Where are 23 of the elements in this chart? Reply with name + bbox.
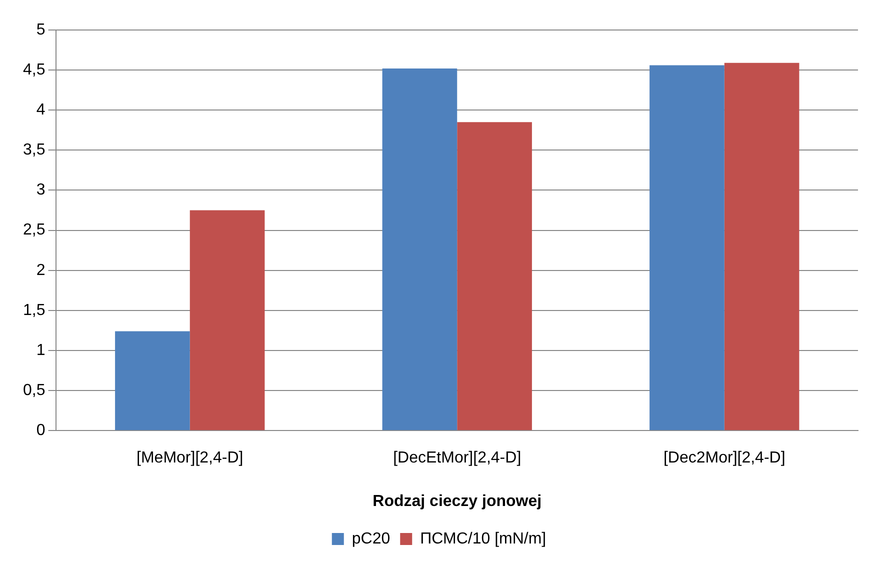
- bar: [650, 65, 724, 430]
- legend-label: ПСМС/10 [mN/m]: [420, 530, 546, 548]
- y-tick-label: 0,5: [22, 382, 46, 399]
- y-tick-label: 1,5: [22, 302, 46, 319]
- y-tick-label: 4: [36, 102, 46, 119]
- bar: [724, 62, 800, 430]
- bar: [190, 210, 265, 430]
- y-tick-label: 5: [36, 21, 46, 38]
- legend-label: pC20: [352, 530, 390, 548]
- bar: [457, 122, 532, 430]
- y-tick-label: 3,5: [22, 142, 46, 159]
- y-tick-label: 3: [36, 182, 46, 199]
- y-tick-label: 0: [36, 422, 46, 440]
- x-tick-label: [Dec2Mor][2,4-D]: [663, 450, 786, 467]
- y-tick-label: 4,5: [22, 61, 46, 78]
- x-tick-label: [DecEtMor][2,4-D]: [393, 450, 522, 467]
- bar: [115, 331, 190, 430]
- x-axis-title: Rodzaj cieczy jonowej: [372, 492, 542, 510]
- bar: [382, 68, 458, 430]
- y-tick-label: 2,5: [22, 222, 46, 239]
- y-tick-label: 1: [36, 342, 46, 359]
- x-tick-label: [MeMor][2,4-D]: [136, 450, 244, 467]
- y-tick-label: 2: [36, 262, 46, 279]
